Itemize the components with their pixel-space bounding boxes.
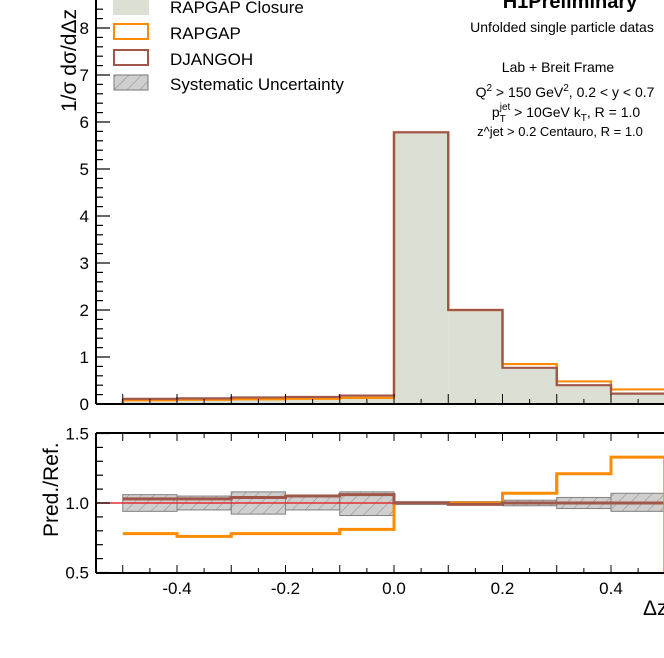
y-tick-label: 3 — [80, 254, 89, 273]
cut-pt: pTjet > 10GeV kT, R = 1.0 — [492, 102, 641, 125]
legend-label-closure: RAPGAP Closure — [170, 0, 304, 17]
main-y-axis-label: 1/σ dσ/dΔz — [58, 9, 81, 112]
ratio-y-tick-label: 1.0 — [65, 494, 89, 513]
legend-swatch-djangoh — [113, 49, 149, 66]
ratio-panel: 0.5 1.0 1.5 -0.4 -0.2 0.0 0.2 0.4 — [65, 425, 664, 598]
closure-bar — [394, 133, 449, 404]
annotations: H1Preliminary Unfolded single particle d… — [470, 0, 654, 139]
x-tick-label: -0.4 — [162, 579, 191, 598]
legend-swatch-rapgap — [113, 23, 149, 40]
y-tick-label: 7 — [80, 66, 89, 85]
x-tick-label: 0.0 — [382, 579, 406, 598]
y-tick-label: 5 — [80, 160, 89, 179]
y-tick-label: 1 — [80, 348, 89, 367]
x-tick-label: 0.2 — [491, 579, 515, 598]
y-tick-label: 8 — [80, 19, 89, 38]
ratio-y-axis-label: Pred./Ref. — [40, 442, 63, 537]
y-tick-label: 0 — [80, 395, 89, 414]
legend-label-rapgap: RAPGAP — [170, 24, 241, 43]
closure-bar — [502, 367, 557, 404]
y-tick-label: 6 — [80, 113, 89, 132]
cut-z: z^jet > 0.2 Centauro, R = 1.0 — [477, 124, 643, 139]
y-tick-label: 4 — [80, 207, 89, 226]
x-tick-label: -0.2 — [271, 579, 300, 598]
y-tick-label: 2 — [80, 301, 89, 320]
x-tick-label: 0.4 — [599, 579, 623, 598]
x-axis-label: Δz — [643, 597, 664, 620]
main-panel: 0 1 2 3 4 5 6 7 8 — [80, 0, 664, 414]
frame-label: Lab + Breit Frame — [502, 59, 615, 75]
ratio-y-tick-label: 0.5 — [65, 564, 89, 583]
legend: RAPGAP Closure RAPGAP DJANGOH Systematic… — [113, 0, 344, 94]
legend-swatch-systematic — [113, 74, 149, 91]
experiment-label: H1Preliminary — [503, 0, 638, 13]
legend-label-systematic: Systematic Uncertainty — [170, 75, 344, 94]
subtitle: Unfolded single particle datas — [470, 19, 654, 35]
closure-bar — [448, 310, 503, 404]
legend-label-djangoh: DJANGOH — [170, 50, 253, 69]
closure-bar — [611, 393, 664, 404]
legend-swatch-closure — [113, 0, 149, 15]
ratio-y-tick-label: 1.5 — [65, 425, 89, 444]
cut-q2: Q2 > 150 GeV2, 0.2 < y < 0.7 — [476, 83, 655, 100]
closure-bar — [556, 385, 611, 404]
